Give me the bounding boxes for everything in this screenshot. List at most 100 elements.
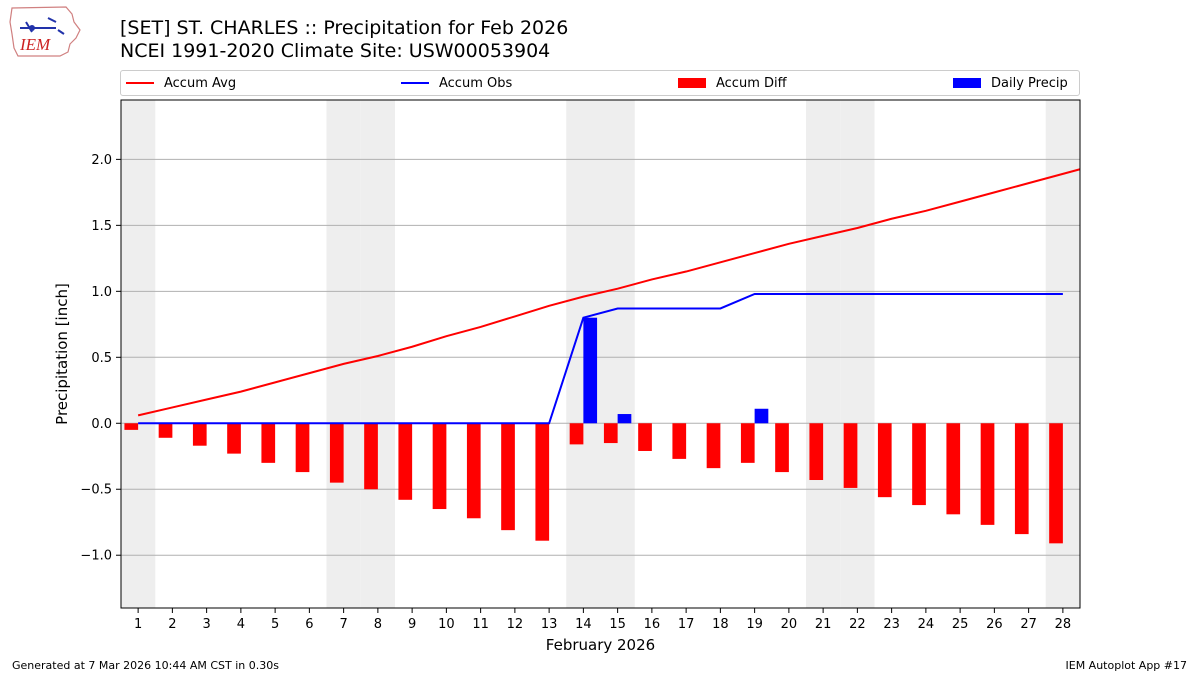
accum-diff-bar — [261, 423, 276, 463]
x-tick-label: 3 — [202, 617, 210, 632]
accum-diff-bar — [398, 423, 413, 500]
y-axis-label: Precipitation [inch] — [53, 283, 71, 425]
x-tick-label: 24 — [918, 617, 935, 632]
x-tick-label: 12 — [507, 617, 524, 632]
legend-swatch-daily-precip — [953, 78, 981, 88]
x-tick-label: 15 — [609, 617, 626, 632]
x-tick-label: 18 — [712, 617, 729, 632]
logo-text: IEM — [19, 35, 51, 54]
legend: Accum Avg Accum Obs Accum Diff Daily Pre… — [120, 70, 1080, 96]
accum-diff-bar — [809, 423, 824, 481]
daily-precip-bar — [754, 408, 769, 424]
weekend-band — [840, 100, 875, 608]
legend-label-accum-avg: Accum Avg — [164, 75, 237, 91]
y-tick-label: 1.0 — [91, 285, 112, 300]
chart-subtitle: NCEI 1991-2020 Climate Site: USW00053904 — [120, 40, 551, 62]
iem-logo: IEM — [9, 6, 81, 57]
accum-avg-line — [137, 168, 1081, 417]
x-tick-label: 20 — [781, 617, 798, 632]
accum-diff-bar — [877, 423, 892, 498]
legend-item-daily-precip: Daily Precip — [953, 71, 1068, 95]
x-tick-label: 4 — [237, 617, 245, 632]
y-tick-label: 2.0 — [91, 153, 112, 168]
accum-diff-bar — [980, 423, 995, 525]
y-tick-label: −1.0 — [80, 549, 112, 564]
x-tick-label: 23 — [883, 617, 900, 632]
x-tick-label: 14 — [575, 617, 592, 632]
x-tick-label: 10 — [438, 617, 455, 632]
accum-diff-bar — [706, 423, 721, 469]
legend-label-daily-precip: Daily Precip — [991, 75, 1068, 91]
x-tick-label: 6 — [305, 617, 313, 632]
x-tick-label: 11 — [472, 617, 489, 632]
x-tick-label: 26 — [986, 617, 1003, 632]
x-tick-label: 17 — [678, 617, 695, 632]
legend-swatch-accum-diff — [678, 78, 706, 88]
weekend-band — [121, 100, 156, 608]
x-tick-label: 22 — [849, 617, 866, 632]
legend-swatch-accum-avg — [126, 82, 154, 84]
accum-diff-bar — [364, 423, 378, 490]
x-tick-label: 8 — [374, 617, 382, 632]
accum-diff-bar — [912, 423, 926, 506]
legend-item-accum-avg: Accum Avg — [126, 71, 236, 95]
x-tick-label: 13 — [541, 617, 558, 632]
x-axis-ticks: 1 2 3 4 5 6 7 8 9 10 11 12 13 14 15 16 17 18 19 20 21 22 23 24 2… — [134, 608, 1071, 632]
x-tick-label: 5 — [271, 617, 279, 632]
accum-diff-bar — [295, 423, 310, 473]
weekend-band — [806, 100, 841, 608]
x-tick-label: 21 — [815, 617, 832, 632]
chart-title: [SET] ST. CHARLES :: Precipitation for F… — [120, 17, 569, 39]
accum-diff-bar — [1049, 423, 1063, 544]
x-tick-label: 1 — [134, 617, 142, 632]
y-tick-label: 0.5 — [91, 351, 112, 366]
x-tick-label: 2 — [168, 617, 176, 632]
accum-diff-bar — [603, 423, 618, 444]
gridlines — [121, 158, 1080, 556]
x-tick-label: 27 — [1020, 617, 1037, 632]
plot-frame — [120, 99, 1081, 609]
x-axis-label: February 2026 — [546, 636, 655, 654]
accum-diff-bar — [740, 423, 755, 463]
accum-diff-bar — [946, 423, 961, 515]
daily-precip-bar — [583, 317, 598, 424]
y-tick-label: 1.5 — [91, 219, 112, 234]
weekend-shading — [121, 100, 1080, 608]
accum-diff-bar — [227, 423, 241, 454]
legend-item-accum-obs: Accum Obs — [401, 71, 512, 95]
accum-diff-bar — [329, 423, 344, 483]
y-tick-label: 0.0 — [91, 417, 112, 432]
daily-precip-bars — [583, 317, 769, 424]
legend-label-accum-obs: Accum Obs — [439, 75, 513, 91]
weekend-band — [600, 100, 635, 608]
accum-diff-bar — [124, 423, 139, 430]
legend-item-accum-diff: Accum Diff — [678, 71, 787, 95]
daily-precip-bar — [617, 414, 632, 424]
accum-diff-bar — [775, 423, 789, 473]
x-tick-label: 7 — [339, 617, 347, 632]
x-tick-label: 16 — [644, 617, 661, 632]
y-tick-label: −0.5 — [80, 483, 112, 498]
x-tick-label: 25 — [952, 617, 969, 632]
accum-diff-bar — [501, 423, 515, 531]
app-credit: IEM Autoplot App #17 — [1065, 659, 1188, 672]
accum-diff-bar — [192, 423, 207, 446]
accum-diff-bar — [466, 423, 481, 519]
y-axis-ticks: −1.0 −0.5 0.0 0.5 1.0 1.5 2.0 — [80, 153, 121, 564]
accum-diff-bar — [569, 423, 584, 445]
legend-swatch-accum-obs — [401, 82, 429, 84]
sun-dot-icon — [29, 25, 35, 31]
x-tick-label: 19 — [746, 617, 763, 632]
accum-diff-bar — [672, 423, 687, 459]
accum-obs-line — [138, 292, 1063, 425]
x-tick-label: 28 — [1055, 617, 1072, 632]
accum-diff-bars — [124, 423, 1063, 544]
legend-label-accum-diff: Accum Diff — [716, 75, 787, 91]
accum-lines — [137, 168, 1081, 425]
accum-diff-bar — [158, 423, 173, 438]
accum-diff-bar — [535, 423, 550, 541]
generated-timestamp: Generated at 7 Mar 2026 10:44 AM CST in … — [12, 659, 279, 672]
iowa-outline-icon — [9, 6, 81, 57]
weather-symbols-icon — [20, 17, 65, 35]
